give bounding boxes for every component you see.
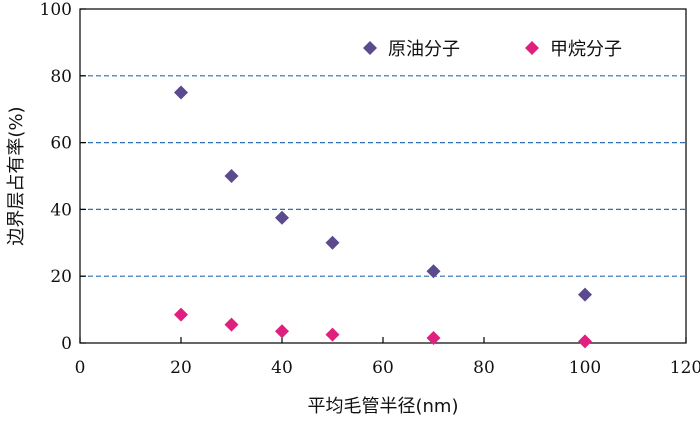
data-point bbox=[224, 169, 239, 183]
x-tick-label: 80 bbox=[473, 358, 495, 378]
x-axis-title: 平均毛管半径(nm) bbox=[308, 396, 459, 417]
y-tick-label: 0 bbox=[61, 334, 72, 354]
legend-marker bbox=[363, 41, 377, 55]
legend: 原油分子 甲烷分子 bbox=[363, 39, 622, 60]
x-tick-label: 20 bbox=[170, 358, 192, 378]
data-points bbox=[174, 85, 592, 349]
x-tick-label: 100 bbox=[569, 358, 601, 378]
data-point bbox=[426, 264, 441, 279]
data-point bbox=[275, 324, 289, 339]
data-point bbox=[275, 210, 289, 225]
y-tick-label: 60 bbox=[50, 134, 72, 154]
x-tick-label: 60 bbox=[372, 358, 394, 378]
legend-marker bbox=[525, 41, 539, 55]
x-tick-label: 40 bbox=[271, 358, 293, 378]
x-tick-label: 120 bbox=[670, 358, 700, 378]
data-point bbox=[426, 330, 441, 345]
y-tick-label: 40 bbox=[50, 200, 72, 220]
y-tick-label: 80 bbox=[50, 67, 72, 87]
y-tick-label: 20 bbox=[50, 267, 72, 287]
data-point bbox=[578, 287, 592, 302]
data-point bbox=[325, 235, 340, 250]
y-axis-title: 边界层占有率(%) bbox=[6, 106, 27, 245]
data-point bbox=[174, 85, 188, 100]
grid-lines bbox=[80, 75, 686, 277]
data-point bbox=[578, 334, 592, 349]
data-point bbox=[224, 317, 239, 332]
axis-ticks: 0 20 40 60 80 100 0 20 40 60 80 100 120 bbox=[40, 0, 700, 378]
y-tick-label: 100 bbox=[40, 0, 72, 20]
data-point bbox=[325, 327, 340, 342]
legend-label: 甲烷分子 bbox=[550, 39, 622, 60]
legend-label: 原油分子 bbox=[388, 39, 460, 60]
x-tick-label: 0 bbox=[75, 358, 86, 378]
data-point bbox=[174, 307, 188, 322]
